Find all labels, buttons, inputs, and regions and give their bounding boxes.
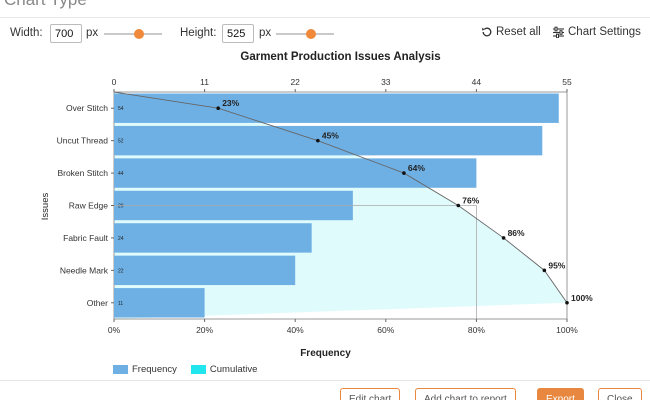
- bar-1: [114, 125, 543, 156]
- top-axis-label-5: 55: [562, 77, 572, 87]
- height-slider-thumb[interactable]: [305, 29, 316, 39]
- width-unit: px: [86, 27, 99, 39]
- legend-item-frequency: Frequency: [113, 364, 177, 375]
- chart-legend: Frequency Cumulative: [113, 364, 257, 375]
- legend-label-frequency: Frequency: [132, 364, 177, 375]
- legend-label-cumulative: Cumulative: [209, 364, 258, 375]
- reset-all-button[interactable]: Reset all: [481, 26, 541, 38]
- cumulative-point-2: [402, 171, 406, 175]
- chart-settings-label: Chart Settings: [568, 26, 641, 38]
- bar-value-label-0: 54: [118, 106, 124, 112]
- top-axis-label-0: 0: [112, 77, 117, 87]
- category-label-6: Other: [87, 298, 108, 308]
- cumulative-label-6: 100%: [571, 293, 593, 303]
- height-slider[interactable]: [276, 29, 334, 39]
- chart-title: Garment Production Issues Analysis: [240, 51, 440, 63]
- bottom-axis-label-0: 0%: [108, 325, 121, 335]
- bar-2: [114, 158, 477, 188]
- legend-swatch-cumulative: [190, 365, 206, 374]
- pareto-chart: Garment Production Issues Analysis 54 52 44…: [40, 51, 593, 359]
- y-axis-title: Issues: [40, 193, 51, 221]
- width-input[interactable]: [50, 24, 82, 43]
- bar-4: [114, 223, 312, 253]
- edit-chart-button[interactable]: Edit chart: [340, 388, 401, 400]
- cumulative-label-1: 45%: [322, 131, 339, 141]
- category-label-5: Needle Mark: [60, 265, 109, 275]
- width-slider-thumb[interactable]: [133, 29, 144, 39]
- top-axis-label-4: 44: [472, 77, 482, 87]
- bar-value-label-5: 22: [118, 268, 124, 274]
- cumulative-point-6: [565, 300, 569, 305]
- cumulative-point-3: [456, 203, 461, 208]
- top-axis-label-3: 33: [381, 77, 391, 87]
- legend-item-cumulative: Cumulative: [190, 364, 258, 375]
- bar-5: [114, 255, 296, 286]
- bar-value-label-3: 29: [118, 204, 124, 210]
- category-label-4: Fabric Fault: [63, 233, 109, 243]
- cumulative-label-5: 95%: [548, 260, 565, 270]
- chart-type-header: Chart Type: [0, 0, 650, 18]
- bottom-axis-label-2: 40%: [287, 325, 304, 335]
- bottom-axis-label-3: 60%: [377, 325, 394, 335]
- bar-value-label-6: 11: [118, 301, 123, 307]
- category-label-3: Raw Edge: [69, 201, 108, 211]
- add-chart-to-report-button[interactable]: Add chart to report: [415, 388, 516, 400]
- cumulative-point-1: [316, 138, 320, 143]
- height-input[interactable]: [222, 24, 254, 43]
- bottom-axis-label-5: 100%: [556, 325, 578, 335]
- bar-value-label-2: 44: [118, 171, 124, 177]
- width-label: Width:: [10, 27, 43, 39]
- size-controls: Width: px Height: px Reset all Chart Set…: [0, 22, 650, 46]
- height-unit: px: [259, 27, 272, 39]
- category-label-2: Broken Stitch: [57, 168, 108, 178]
- cumulative-line: [113, 91, 568, 304]
- category-label-1: Uncut Thread: [57, 136, 109, 146]
- bar-0: [114, 93, 559, 123]
- width-slider[interactable]: [104, 29, 162, 39]
- top-axis-label-2: 22: [290, 77, 300, 87]
- cumulative-label-3: 76%: [462, 196, 479, 206]
- bar-6: [114, 288, 205, 318]
- cumulative-label-4: 86%: [508, 228, 525, 238]
- bottom-axis-label-1: 20%: [196, 325, 213, 335]
- height-label: Height:: [180, 27, 217, 39]
- legend-swatch-frequency: [113, 365, 128, 374]
- reset-icon: [482, 27, 492, 37]
- cumulative-label-2: 64%: [408, 163, 425, 173]
- top-axis-label-1: 11: [200, 77, 209, 87]
- reset-all-label: Reset all: [496, 26, 541, 38]
- export-button[interactable]: Export: [537, 388, 584, 400]
- cumulative-point-0: [216, 106, 220, 111]
- cumulative-label-0: 23%: [222, 98, 239, 108]
- cumulative-point-4: [501, 236, 506, 240]
- sliders-icon: [553, 26, 564, 38]
- cumulative-point-5: [542, 268, 547, 273]
- chart-settings-button[interactable]: Chart Settings: [552, 26, 641, 38]
- close-button[interactable]: Close: [598, 388, 642, 400]
- bar-value-label-1: 52: [118, 139, 124, 145]
- x-axis-title: Frequency: [300, 348, 351, 359]
- category-label-0: Over Stitch: [66, 103, 108, 113]
- dialog-footer: Edit chart Add chart to report Export Cl…: [0, 380, 650, 400]
- header-title: Chart Type: [4, 0, 87, 10]
- bar-value-label-4: 24: [118, 236, 124, 242]
- bottom-axis-label-4: 80%: [468, 325, 485, 335]
